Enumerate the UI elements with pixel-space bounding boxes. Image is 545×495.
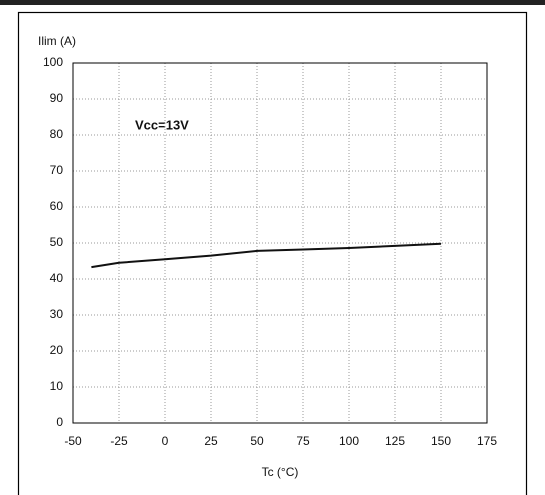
y-tick-label: 90 [50,91,64,105]
x-tick-label: 25 [204,434,218,448]
y-tick-label: 0 [56,415,63,429]
y-tick-label: 80 [50,127,64,141]
x-tick-label: 100 [339,434,359,448]
y-tick-label: 50 [50,235,64,249]
x-tick-label: 150 [431,434,451,448]
x-tick-label: 125 [385,434,405,448]
y-tick-label: 10 [50,379,64,393]
data-line [91,242,442,269]
y-tick-label: 30 [50,307,64,321]
x-tick-label: 175 [477,434,497,448]
x-tick-label: 75 [296,434,310,448]
caption-band [0,0,545,5]
plot-border [72,62,488,424]
y-tick-label: 40 [50,271,64,285]
annotation: Vcc=13V [135,117,189,132]
frame [17,11,528,495]
x-tick-label: -50 [64,434,82,448]
y-tick-label: 100 [43,55,63,69]
y-axis-label: Ilim (A) [38,34,76,48]
x-axis-label: Tc (°C) [262,465,299,479]
x-tick-label: 0 [162,434,169,448]
y-tick-label: 60 [50,199,64,213]
y-tick-label: 70 [50,163,64,177]
y-tick-label: 20 [50,343,64,357]
x-tick-label: 50 [250,434,264,448]
x-tick-label: -25 [110,434,128,448]
